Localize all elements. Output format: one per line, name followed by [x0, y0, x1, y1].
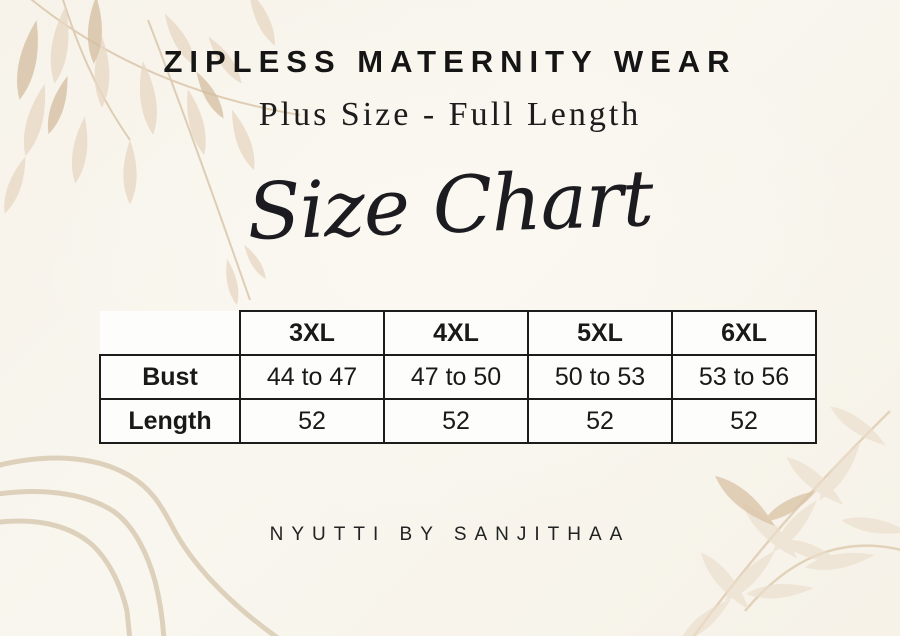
- table-cell-length-5xl: 52: [527, 398, 673, 444]
- table-cell-length-3xl: 52: [239, 398, 385, 444]
- size-column-header-6xl: 6XL: [671, 310, 817, 356]
- table-cell-bust-6xl: 53 to 56: [671, 354, 817, 400]
- table-row-bust: Bust 44 to 47 47 to 50 50 to 53 53 to 56: [99, 354, 817, 400]
- script-heading: Size Chart: [245, 153, 655, 259]
- page-subtitle: Plus Size - Full Length: [258, 96, 642, 133]
- table-row-length: Length 52 52 52 52: [99, 398, 817, 444]
- row-label-bust: Bust: [99, 354, 241, 400]
- brand-footer: NYUTTI BY SANJITHAA: [269, 524, 631, 545]
- size-chart-table: 3XL 4XL 5XL 6XL Bust 44 to 47 47 to 50 5…: [99, 310, 817, 444]
- row-label-length: Length: [99, 398, 241, 444]
- table-header-row: 3XL 4XL 5XL 6XL: [100, 310, 817, 356]
- size-column-header-4xl: 4XL: [383, 310, 529, 356]
- table-cell-bust-3xl: 44 to 47: [239, 354, 385, 400]
- size-column-header-5xl: 5XL: [527, 310, 673, 356]
- corner-cell: [100, 311, 240, 355]
- table-cell-length-4xl: 52: [383, 398, 529, 444]
- table-cell-bust-4xl: 47 to 50: [383, 354, 529, 400]
- table-cell-length-6xl: 52: [671, 398, 817, 444]
- table-cell-bust-5xl: 50 to 53: [527, 354, 673, 400]
- page-title: ZIPLESS MATERNITY WEAR: [163, 44, 737, 79]
- size-column-header-3xl: 3XL: [239, 310, 385, 356]
